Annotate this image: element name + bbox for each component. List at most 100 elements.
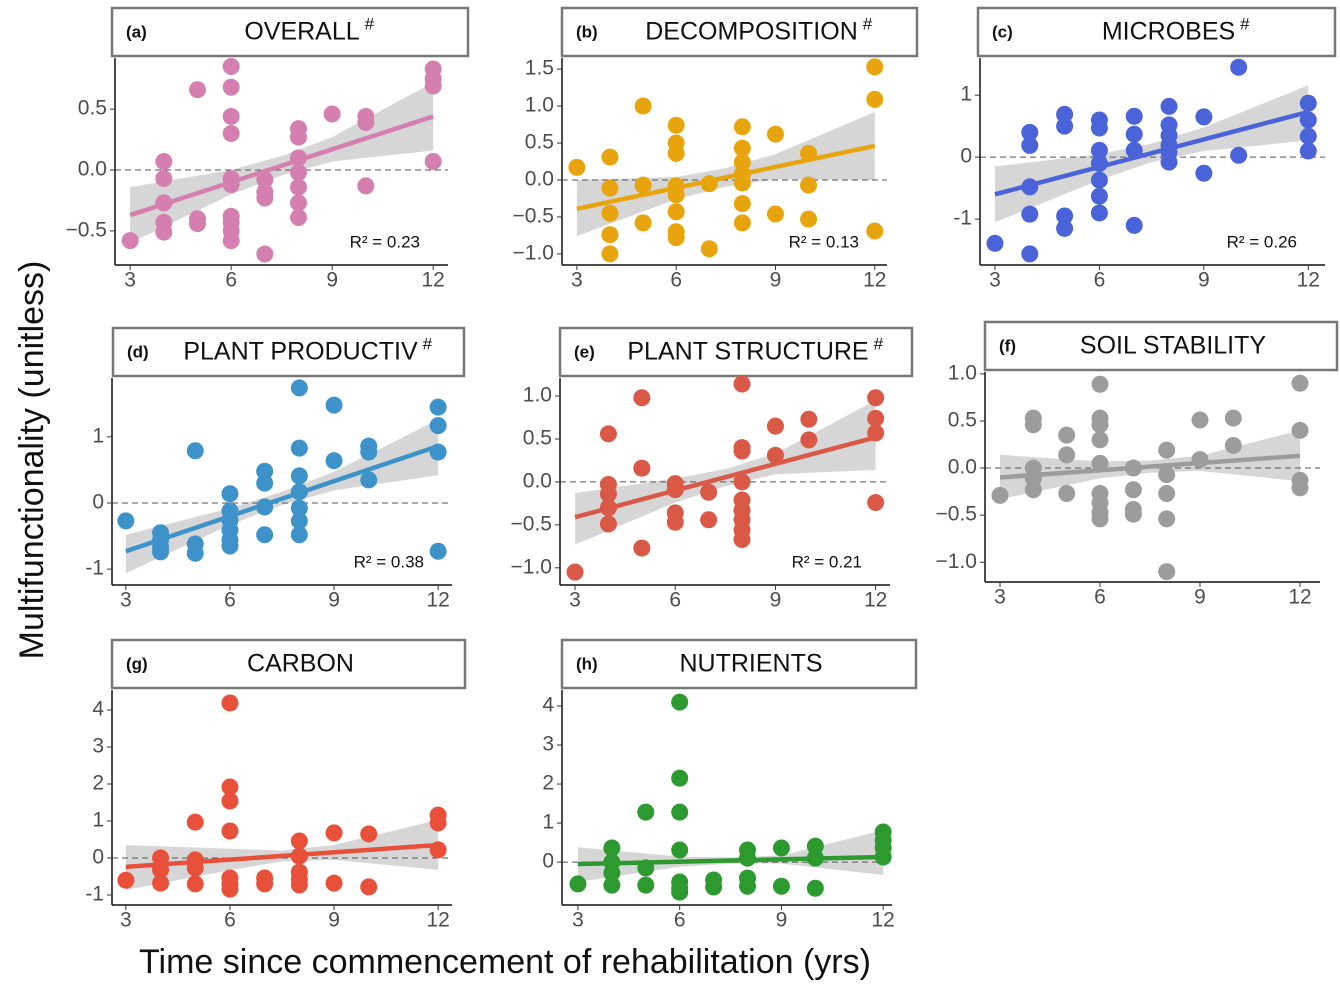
data-point (152, 543, 170, 561)
data-point (155, 153, 173, 170)
data-point (290, 526, 308, 544)
confidence-band (577, 830, 884, 882)
data-point (700, 511, 718, 529)
y-tick-label: 0.0 (525, 168, 554, 191)
panel-label: (f) (999, 336, 1016, 355)
r-squared-annotation: R² = 0.23 (350, 232, 420, 251)
data-point (772, 839, 790, 857)
panel-strip (983, 320, 1339, 372)
data-point (360, 471, 378, 489)
data-point (1090, 141, 1108, 159)
data-point (700, 483, 718, 501)
data-point (733, 195, 751, 213)
x-tick-label: 9 (1198, 269, 1210, 292)
data-point (121, 232, 139, 250)
fit-line (125, 443, 439, 554)
x-tick-label: 9 (328, 909, 340, 932)
data-point (1090, 119, 1108, 137)
data-point (256, 189, 274, 207)
data-point (1224, 436, 1242, 454)
data-point (599, 425, 617, 443)
data-point (188, 81, 206, 99)
data-point (800, 410, 818, 428)
x-tick-label: 6 (1094, 269, 1106, 292)
data-point (221, 694, 239, 712)
title-mark: # (863, 14, 873, 33)
data-point (429, 814, 447, 832)
data-point (733, 442, 751, 460)
data-point (733, 139, 751, 157)
data-point (155, 170, 173, 188)
title-mark: # (874, 334, 884, 353)
data-point (1191, 411, 1209, 429)
x-tick-label: 12 (426, 589, 449, 612)
r-squared-annotation: R² = 0.21 (792, 552, 862, 571)
data-point (290, 467, 308, 485)
data-point (256, 462, 274, 480)
y-tick-label: -1 (953, 207, 972, 230)
data-point (603, 876, 621, 894)
data-point (290, 178, 308, 196)
y-tick-label: −0.5 (66, 218, 107, 241)
data-point (667, 229, 685, 247)
data-point (1090, 187, 1108, 205)
x-tick-label: 3 (571, 269, 583, 292)
x-tick-label: 3 (989, 269, 1001, 292)
fit-line (576, 143, 876, 212)
data-point (290, 512, 308, 530)
data-point (325, 824, 343, 842)
data-point (601, 245, 619, 263)
confidence-band (575, 400, 876, 545)
y-tick-label: 0.0 (948, 456, 977, 479)
panel-label: (a) (126, 22, 147, 41)
data-point (568, 158, 586, 176)
data-point (1158, 510, 1176, 528)
x-axis-label: Time since commencement of rehabilitatio… (139, 943, 871, 981)
data-point (1124, 505, 1142, 523)
panel-title: NUTRIENTS (679, 650, 822, 678)
data-point (601, 179, 619, 197)
data-point (800, 176, 818, 194)
data-point (1299, 142, 1317, 160)
data-point (1158, 563, 1176, 581)
x-tick-label: 6 (674, 909, 686, 932)
data-point (1058, 484, 1076, 502)
confidence-band (576, 111, 875, 237)
panel-strip (111, 326, 466, 378)
data-point (1024, 481, 1042, 499)
data-point (637, 803, 655, 821)
data-point (603, 864, 621, 882)
data-point (866, 58, 884, 76)
data-point (633, 389, 651, 407)
data-point (739, 877, 757, 895)
data-point (1058, 446, 1076, 464)
data-point (1158, 484, 1176, 502)
data-point (360, 443, 378, 461)
data-point (772, 877, 790, 895)
x-tick-label: 3 (569, 589, 581, 612)
x-tick-label: 6 (225, 269, 237, 292)
data-point (634, 97, 652, 115)
y-tick-label: 2 (542, 772, 554, 795)
data-point (290, 163, 308, 181)
data-point (1091, 510, 1109, 528)
data-point (766, 417, 784, 435)
data-point (1056, 105, 1074, 123)
y-tick-label: −0.5 (511, 512, 552, 535)
data-point (1158, 466, 1176, 484)
panel-strip (110, 638, 467, 690)
x-tick-label: 3 (120, 909, 132, 932)
data-point (256, 245, 274, 263)
y-tick-label: 1.0 (523, 384, 552, 407)
data-point (221, 880, 239, 898)
y-tick-label: 1 (542, 811, 554, 834)
data-point (188, 215, 206, 233)
data-point (256, 875, 274, 893)
data-point (1125, 216, 1143, 234)
data-point (733, 473, 751, 491)
data-point (634, 214, 652, 232)
data-point (1125, 107, 1143, 125)
panel-label: (c) (992, 22, 1013, 41)
data-point (429, 542, 447, 560)
